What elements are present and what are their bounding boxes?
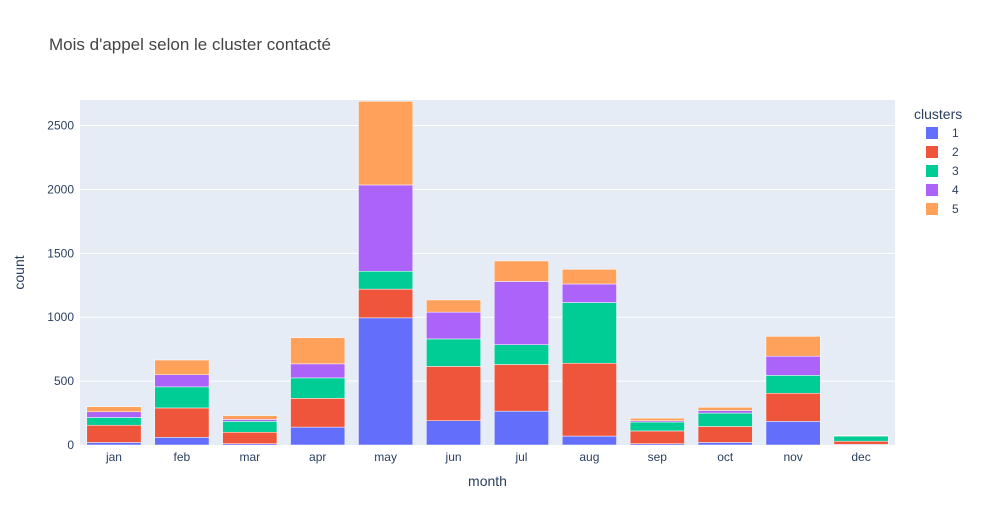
legend-label-3: 3: [952, 164, 959, 178]
x-tick-label: jan: [105, 450, 122, 464]
bar-nov-cluster-3: [765, 375, 821, 394]
bar-feb-cluster-4: [154, 374, 210, 388]
bar-may-cluster-3: [358, 270, 414, 290]
bar-oct-cluster-5: [697, 407, 753, 411]
legend-title: clusters: [914, 106, 962, 122]
bar-jan-cluster-1: [86, 442, 142, 446]
bar-aug-cluster-2: [561, 362, 617, 437]
x-tick-label: nov: [783, 450, 802, 464]
y-tick-label: 1000: [47, 310, 74, 324]
bar-jun-cluster-2: [426, 366, 481, 421]
x-tick-label: sep: [648, 450, 668, 464]
x-tick-label: jul: [514, 450, 527, 464]
bar-mar-cluster-4: [222, 419, 278, 422]
bar-nov-cluster-5: [765, 336, 821, 357]
legend-label-5: 5: [952, 202, 959, 216]
bar-jan-cluster-3: [86, 417, 142, 426]
bar-dec-cluster-3: [833, 435, 889, 442]
x-tick-label: jun: [445, 450, 462, 464]
bar-aug-cluster-5: [561, 269, 617, 285]
legend-swatch-1: [926, 127, 938, 139]
y-axis-title: count: [11, 255, 27, 289]
x-tick-label: may: [374, 450, 397, 464]
bar-may-cluster-2: [358, 288, 414, 319]
bar-jul-cluster-2: [494, 364, 549, 412]
bar-feb-cluster-2: [154, 407, 210, 438]
bar-jul-cluster-3: [494, 344, 549, 365]
y-tick-label: 2000: [47, 182, 74, 196]
bar-apr-cluster-3: [290, 377, 346, 399]
x-tick-label: dec: [851, 450, 870, 464]
bar-apr-cluster-2: [290, 398, 346, 428]
bar-may-cluster-4: [358, 184, 414, 272]
chart-title: Mois d'appel selon le cluster contacté: [49, 35, 331, 54]
bar-jun-cluster-3: [426, 338, 481, 367]
legend-swatch-4: [926, 184, 938, 196]
x-axis-title: month: [468, 473, 507, 489]
bar-jun-cluster-1: [426, 420, 481, 446]
y-tick-label: 0: [67, 438, 74, 452]
bar-dec-cluster-2: [833, 440, 889, 445]
bar-may-cluster-1: [358, 317, 414, 446]
bar-feb-cluster-5: [154, 359, 210, 375]
bar-jun-cluster-5: [426, 299, 481, 313]
gridlines: [80, 125, 895, 382]
bar-nov-cluster-4: [765, 355, 821, 376]
bar-oct-cluster-2: [697, 426, 753, 443]
legend: clusters 1 2 3 4 5: [914, 106, 962, 216]
legend-swatch-2: [926, 146, 938, 158]
bar-oct-cluster-4: [697, 410, 753, 414]
bar-apr-cluster-1: [290, 426, 346, 446]
x-tick-label: feb: [174, 450, 191, 464]
bar-jan-cluster-5: [86, 406, 142, 413]
bar-mar-cluster-2: [222, 431, 278, 444]
bar-aug-cluster-1: [561, 435, 617, 446]
bar-feb-cluster-3: [154, 386, 210, 409]
y-axis-ticks: 0 500 1000 1500 2000 2500: [47, 119, 74, 452]
bar-nov-cluster-2: [765, 393, 821, 422]
bar-sep-cluster-5: [629, 417, 685, 421]
plot-area: [80, 100, 895, 445]
bar-jul-cluster-5: [494, 260, 549, 282]
bar-feb-cluster-1: [154, 437, 210, 446]
bar-jul-cluster-4: [494, 281, 549, 345]
bar-aug-cluster-4: [561, 283, 617, 303]
bar-sep-cluster-2: [629, 430, 685, 444]
x-tick-label: oct: [717, 450, 734, 464]
legend-label-2: 2: [952, 145, 959, 159]
bar-may-cluster-5: [358, 101, 414, 186]
y-tick-label: 500: [54, 374, 74, 388]
legend-label-4: 4: [952, 183, 959, 197]
x-tick-label: apr: [309, 450, 326, 464]
bar-apr-cluster-4: [290, 363, 346, 379]
bar-mar-cluster-5: [222, 415, 278, 420]
bar-nov-cluster-1: [765, 421, 821, 446]
bar-oct-cluster-3: [697, 412, 753, 427]
bar-mar-cluster-3: [222, 421, 278, 433]
bar-apr-cluster-5: [290, 337, 346, 365]
y-tick-label: 2500: [47, 119, 74, 133]
x-tick-label: mar: [239, 450, 260, 464]
legend-label-1: 1: [952, 126, 959, 140]
x-tick-label: aug: [579, 450, 599, 464]
bar-aug-cluster-3: [561, 302, 617, 364]
legend-swatch-3: [926, 165, 938, 177]
bar-jan-cluster-4: [86, 411, 142, 418]
bar-jul-cluster-1: [494, 410, 549, 446]
bar-oct-cluster-1: [697, 442, 753, 446]
y-tick-label: 1500: [47, 246, 74, 260]
bar-jan-cluster-2: [86, 424, 142, 443]
bar-sep-cluster-3: [629, 421, 685, 432]
legend-swatch-5: [926, 203, 938, 215]
bars: [86, 101, 889, 446]
bar-jun-cluster-4: [426, 311, 481, 340]
x-axis-ticks: jan feb mar apr may jun jul aug sep oct nov dec: [105, 450, 871, 464]
